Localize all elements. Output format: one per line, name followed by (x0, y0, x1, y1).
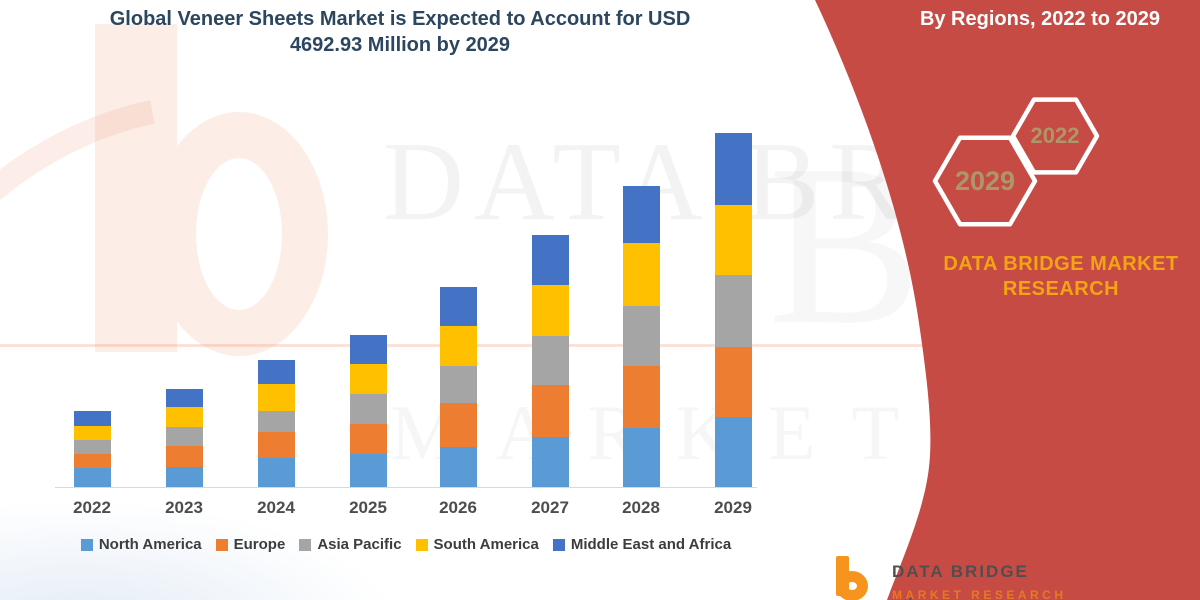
bar-segment-2026-north-america (440, 447, 477, 487)
watermark-blue-wash (0, 500, 400, 600)
chart-title-line1: Global Veneer Sheets Market is Expected … (109, 8, 691, 30)
legend-label: South America (433, 536, 539, 553)
legend-swatch-icon (299, 538, 312, 551)
legend-label: Middle East and Africa (570, 536, 732, 553)
bar-2023 (166, 389, 203, 487)
bar-segment-2027-middle-east-and-africa (532, 235, 569, 285)
bar-segment-2022-south-america (74, 426, 111, 440)
legend-swatch-icon (552, 538, 565, 551)
bar-segment-2022-europe (74, 454, 111, 468)
x-axis-label-2028: 2028 (622, 498, 660, 517)
bar-segment-2029-north-america (715, 417, 752, 487)
bar-segment-2022-north-america (74, 468, 111, 487)
legend-swatch-icon (80, 538, 93, 551)
legend-item-asia-pacific: Asia Pacific (299, 536, 402, 553)
bar-segment-2025-south-america (350, 364, 387, 394)
x-axis-label-2027: 2027 (531, 498, 569, 517)
bar-segment-2024-south-america (258, 384, 295, 411)
bar-segment-2029-europe (715, 347, 752, 417)
bar-segment-2023-middle-east-and-africa (166, 389, 203, 407)
legend-item-north-america: North America (80, 536, 202, 553)
bar-segment-2025-asia-pacific (350, 394, 387, 424)
bar-segment-2023-south-america (166, 407, 203, 427)
bar-segment-2023-europe (166, 446, 203, 467)
legend-swatch-icon (215, 538, 228, 551)
bar-segment-2023-asia-pacific (166, 427, 203, 446)
legend-item-europe: Europe (215, 536, 286, 553)
bar-segment-2027-asia-pacific (532, 336, 569, 385)
bar-segment-2025-north-america (350, 454, 387, 487)
legend-swatch-icon (415, 538, 428, 551)
footer-logo: DATA BRIDGE MARKET RESEARCH (828, 556, 1128, 600)
footer-logo-b-bowl-icon (836, 571, 868, 600)
bar-segment-2025-middle-east-and-africa (350, 335, 387, 364)
bar-segment-2022-asia-pacific (74, 440, 111, 454)
bar-segment-2028-europe (623, 366, 660, 428)
chart-legend: North America Europe Asia Pacific South Ame… (50, 536, 762, 553)
bar-segment-2025-europe (350, 424, 387, 454)
x-axis-label-2026: 2026 (439, 498, 477, 517)
bar-segment-2028-middle-east-and-africa (623, 186, 660, 243)
bar-segment-2024-asia-pacific (258, 411, 295, 432)
bar-segment-2029-middle-east-and-africa (715, 133, 752, 205)
chart-title-line2: 4692.93 Million by 2029 (289, 34, 511, 56)
x-axis-label-2025: 2025 (349, 498, 387, 517)
bar-segment-2026-asia-pacific (440, 366, 477, 403)
chart-title: Global Veneer Sheets Market is Expected … (40, 6, 760, 58)
bar-segment-2028-north-america (623, 428, 660, 487)
legend-label: Europe (233, 536, 286, 553)
bar-segment-2027-north-america (532, 437, 569, 487)
bar-segment-2028-asia-pacific (623, 306, 660, 366)
bar-segment-2024-middle-east-and-africa (258, 360, 295, 384)
bar-segment-2024-north-america (258, 458, 295, 487)
footer-logo-subtitle: MARKET RESEARCH (892, 588, 1067, 600)
x-axis-label-2024: 2024 (257, 498, 295, 517)
bar-segment-2027-europe (532, 385, 569, 437)
bar-2027 (532, 235, 569, 487)
bar-2025 (350, 335, 387, 487)
bar-segment-2023-north-america (166, 467, 203, 487)
bar-segment-2024-europe (258, 432, 295, 458)
bar-segment-2029-asia-pacific (715, 275, 752, 347)
x-axis-label-2029: 2029 (714, 498, 752, 517)
bar-segment-2022-middle-east-and-africa (74, 411, 111, 426)
x-axis-label-2022: 2022 (73, 498, 111, 517)
legend-item-south-america: South America (415, 536, 539, 553)
bar-segment-2028-south-america (623, 243, 660, 306)
x-axis-label-2023: 2023 (165, 498, 203, 517)
watermark-pink-line (0, 344, 1200, 347)
bar-2024 (258, 360, 295, 487)
bar-2022 (74, 411, 111, 487)
bar-segment-2026-europe (440, 403, 477, 447)
bar-2026 (440, 287, 477, 487)
legend-item-middle-east-and-africa: Middle East and Africa (552, 536, 732, 553)
bar-segment-2029-south-america (715, 205, 752, 275)
footer-logo-name: DATA BRIDGE (892, 562, 1029, 581)
bar-2028 (623, 186, 660, 487)
bar-segment-2026-middle-east-and-africa (440, 287, 477, 326)
x-axis-line (55, 487, 757, 488)
legend-label: Asia Pacific (317, 536, 402, 553)
bar-segment-2027-south-america (532, 285, 569, 336)
bar-segment-2026-south-america (440, 326, 477, 366)
bar-2029 (715, 133, 752, 487)
legend-label: North America (98, 536, 202, 553)
